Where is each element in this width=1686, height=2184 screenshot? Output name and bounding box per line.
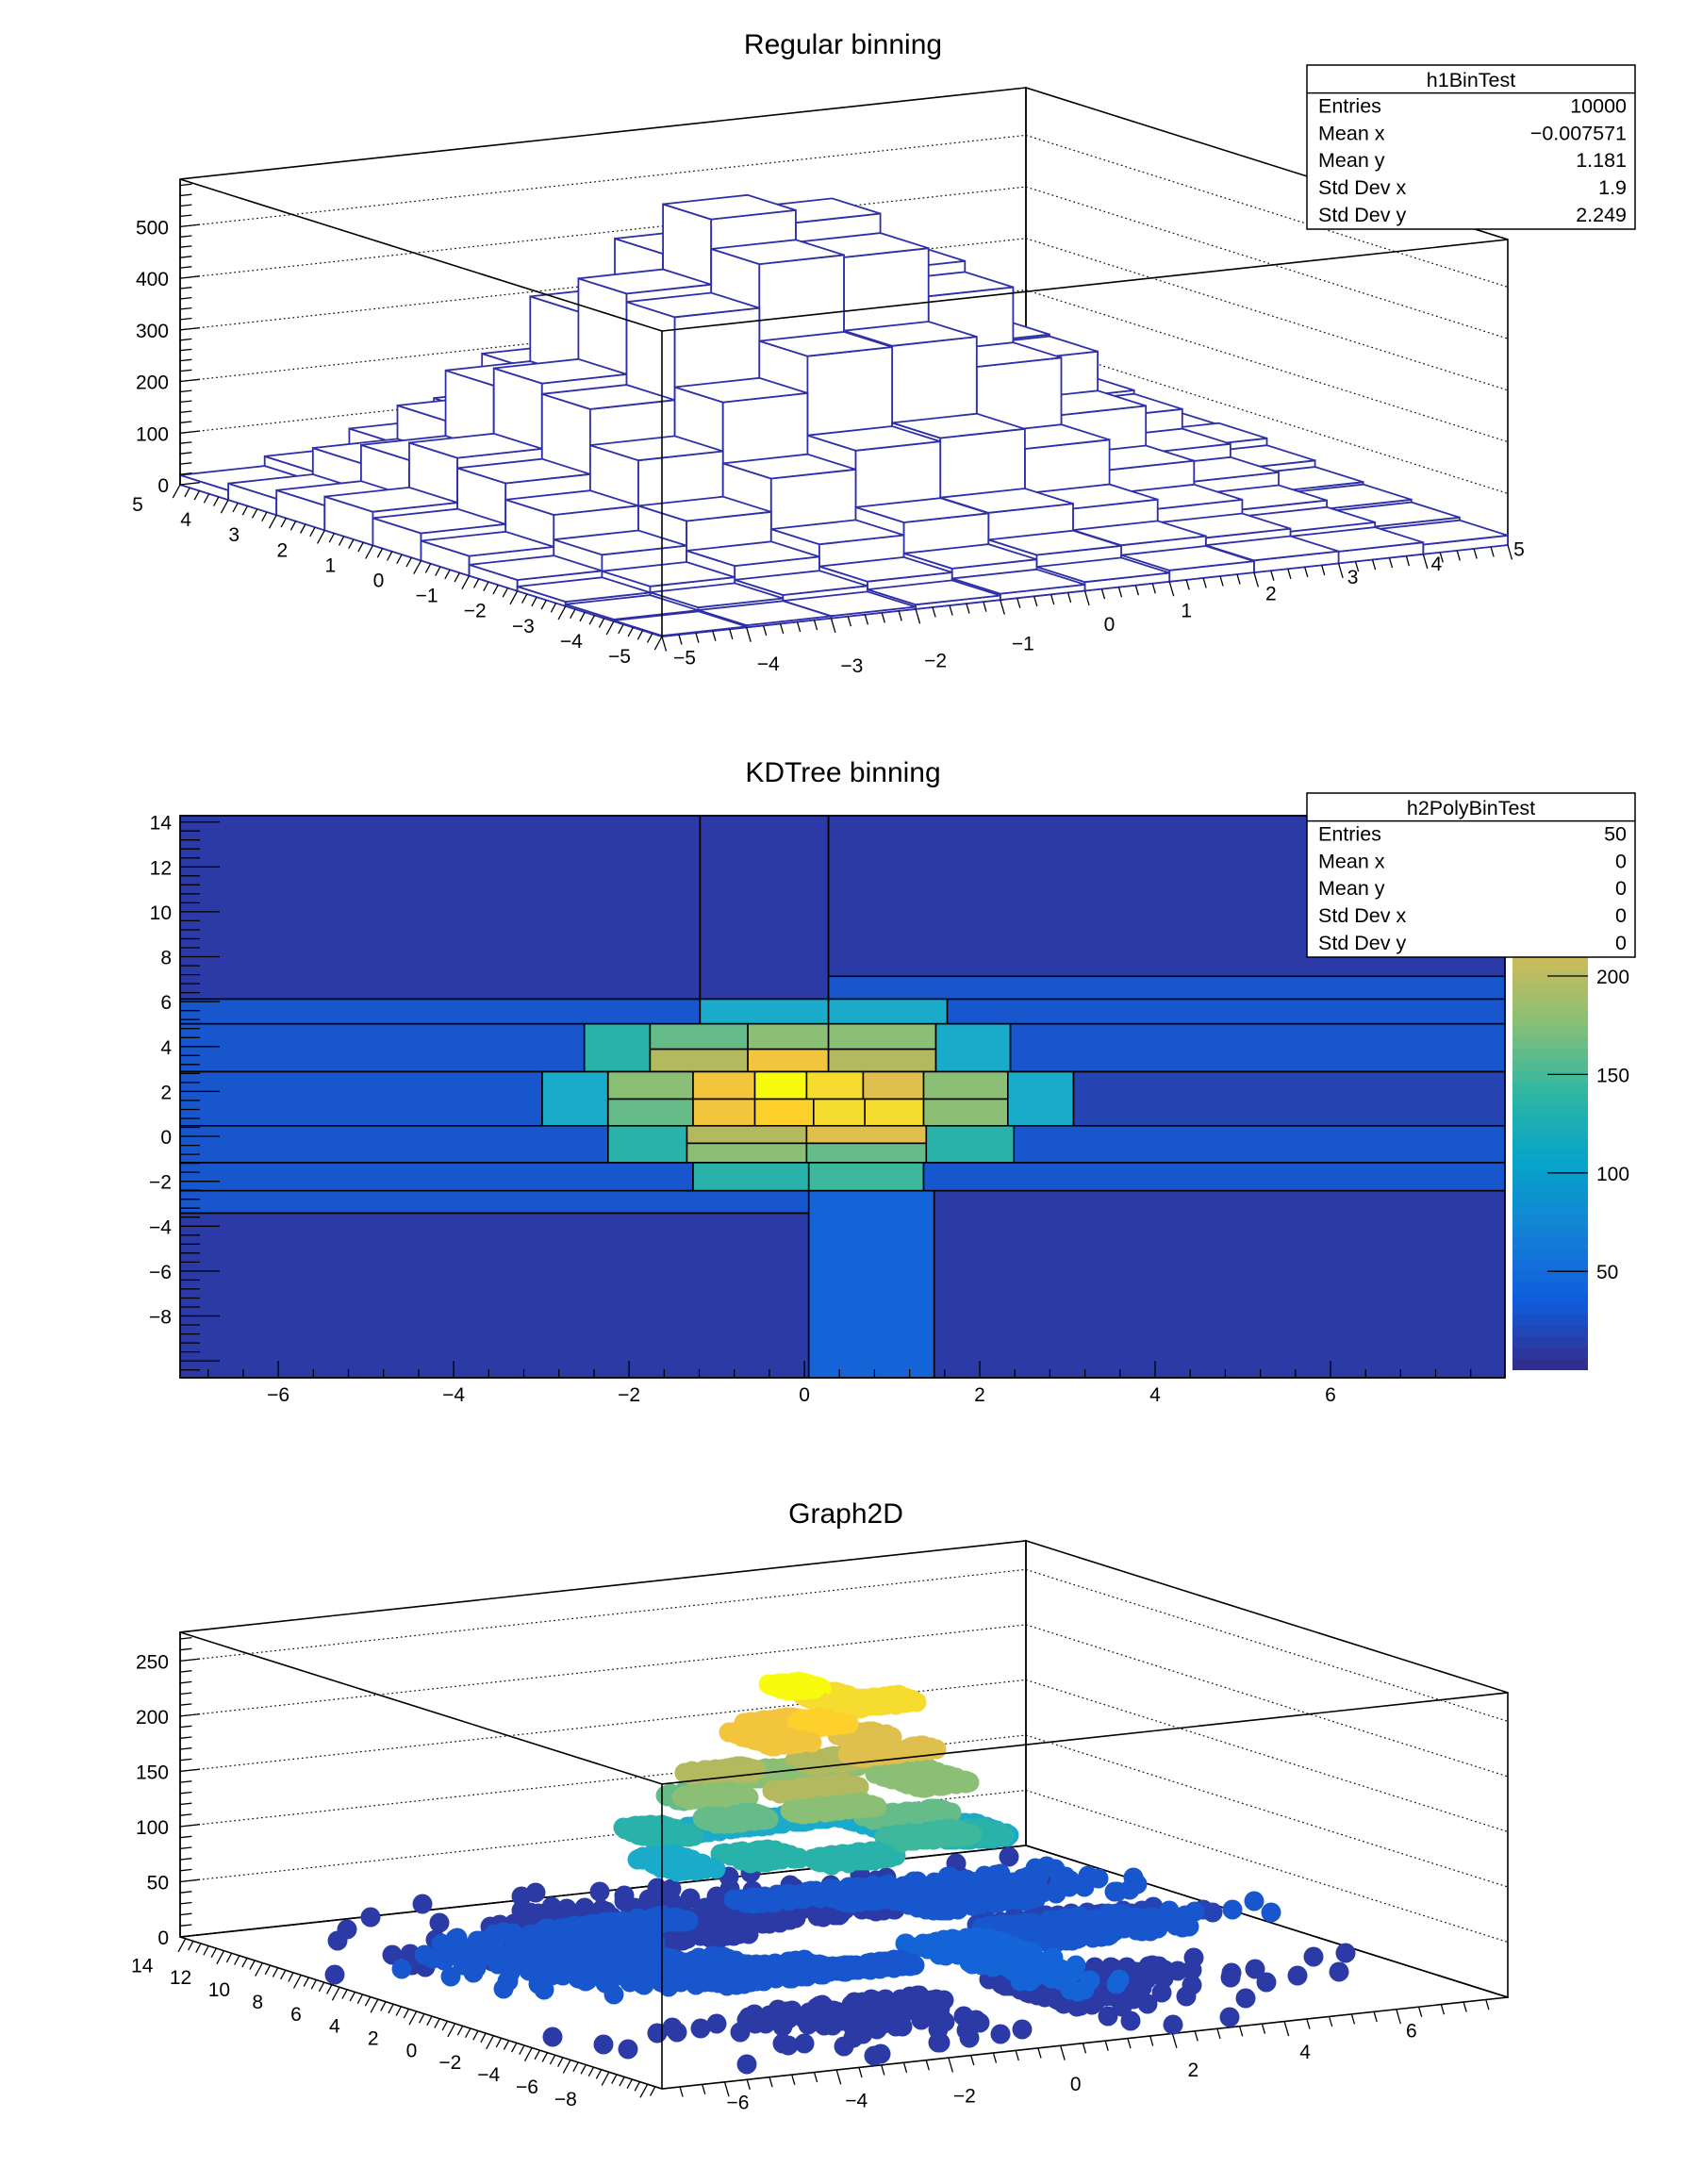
svg-text:KDTree binning: KDTree binning [745,757,940,788]
svg-text:3: 3 [228,524,240,546]
svg-text:−4: −4 [560,631,583,653]
svg-text:4: 4 [160,1037,172,1059]
svg-text:1.9: 1.9 [1598,176,1627,199]
svg-text:−5: −5 [608,646,631,668]
svg-text:10000: 10000 [1570,94,1627,117]
svg-text:6: 6 [160,992,172,1014]
svg-text:200: 200 [136,372,169,394]
svg-text:50: 50 [1604,822,1627,845]
svg-text:2: 2 [974,1384,985,1406]
svg-text:2: 2 [160,1082,172,1103]
svg-text:Mean x: Mean x [1318,122,1385,144]
svg-text:−6: −6 [267,1384,289,1406]
svg-text:−4: −4 [442,1384,465,1406]
svg-text:4: 4 [1149,1384,1161,1406]
svg-text:−2: −2 [149,1172,172,1194]
svg-text:0: 0 [1104,614,1116,636]
svg-text:Std Dev x: Std Dev x [1318,904,1406,927]
svg-text:−0.007571: −0.007571 [1530,122,1627,144]
svg-text:−8: −8 [149,1307,172,1329]
svg-text:0: 0 [799,1384,810,1406]
svg-text:h2PolyBinTest: h2PolyBinTest [1407,797,1535,819]
svg-text:100: 100 [1596,1164,1629,1185]
svg-text:0: 0 [1615,877,1627,900]
svg-text:3: 3 [1347,567,1359,588]
svg-text:4: 4 [180,509,191,531]
svg-text:10: 10 [150,902,172,924]
svg-text:0: 0 [1615,850,1627,872]
svg-text:300: 300 [136,321,169,342]
svg-text:8: 8 [160,948,172,969]
svg-text:1.181: 1.181 [1576,149,1627,172]
svg-text:50: 50 [1596,1262,1618,1283]
svg-text:h1BinTest: h1BinTest [1427,69,1515,91]
svg-text:−1: −1 [1012,634,1034,655]
svg-text:100: 100 [136,423,169,445]
svg-text:Entries: Entries [1318,94,1381,117]
svg-text:5: 5 [132,494,143,516]
svg-text:−4: −4 [757,654,780,675]
svg-text:0: 0 [1615,904,1627,927]
svg-text:0: 0 [1615,932,1627,954]
svg-text:−5: −5 [673,648,696,670]
svg-text:6: 6 [1325,1384,1336,1406]
svg-text:2: 2 [276,539,288,561]
svg-text:Mean y: Mean y [1318,149,1385,172]
svg-text:−3: −3 [840,655,863,677]
svg-text:−6: −6 [149,1262,172,1283]
svg-text:Std Dev y: Std Dev y [1318,932,1406,954]
svg-text:1: 1 [1181,600,1192,621]
svg-text:Regular binning: Regular binning [744,29,942,60]
svg-text:1: 1 [325,554,337,576]
svg-text:−2: −2 [618,1384,640,1406]
svg-text:Entries: Entries [1318,822,1381,845]
svg-text:150: 150 [1596,1065,1629,1086]
svg-text:5: 5 [1513,539,1525,561]
svg-text:200: 200 [1596,967,1629,988]
svg-text:−3: −3 [512,616,535,637]
svg-text:Mean x: Mean x [1318,850,1385,872]
svg-text:−4: −4 [149,1216,172,1238]
svg-text:Std Dev y: Std Dev y [1318,204,1406,226]
svg-text:−2: −2 [464,601,487,622]
svg-text:400: 400 [136,269,169,290]
svg-text:Mean y: Mean y [1318,877,1385,900]
svg-text:2.249: 2.249 [1576,204,1627,226]
svg-text:14: 14 [150,813,173,835]
svg-text:12: 12 [150,857,172,879]
svg-text:0: 0 [373,571,385,592]
svg-text:−1: −1 [416,586,438,607]
svg-text:500: 500 [136,217,169,239]
svg-text:−2: −2 [924,650,947,671]
svg-text:2: 2 [1265,584,1277,605]
svg-text:Std Dev x: Std Dev x [1318,176,1406,199]
svg-text:0: 0 [157,475,169,497]
svg-text:0: 0 [160,1127,172,1149]
svg-text:4: 4 [1430,554,1442,575]
